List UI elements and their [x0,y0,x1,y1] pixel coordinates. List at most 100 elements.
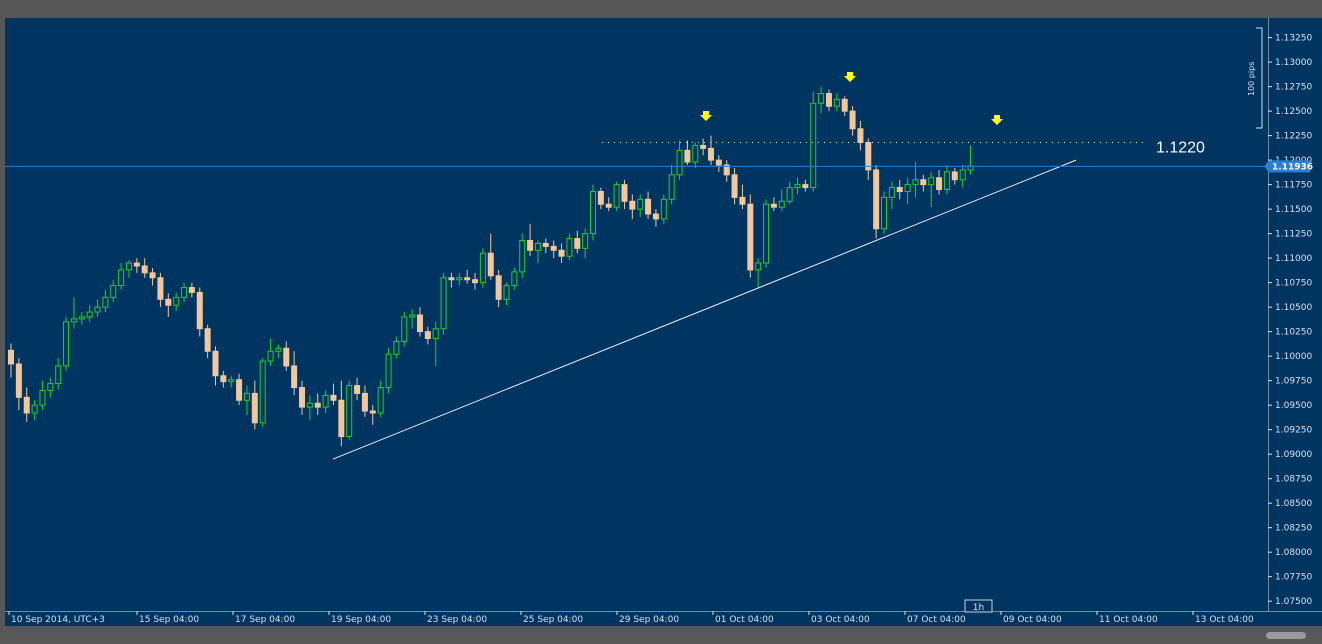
candle[interactable] [110,285,117,298]
candle[interactable] [904,184,911,192]
candle[interactable] [456,277,463,281]
candle[interactable] [542,242,549,247]
candle[interactable] [416,314,423,333]
candle[interactable] [338,399,345,438]
candle[interactable] [133,262,140,267]
candle[interactable] [118,269,125,287]
candle[interactable] [23,396,30,414]
candle[interactable] [165,298,172,306]
candle[interactable] [102,296,109,308]
candle[interactable] [283,347,290,367]
candle[interactable] [511,271,518,287]
candle[interactable] [440,277,447,330]
candle[interactable] [629,200,636,210]
candle[interactable] [78,316,85,320]
candle[interactable] [181,287,188,298]
candle[interactable] [8,349,14,365]
candle[interactable] [346,385,353,438]
candle[interactable] [943,171,950,191]
candle[interactable] [959,169,966,181]
candle[interactable] [385,353,392,389]
candle[interactable] [707,147,714,161]
price-axis[interactable] [1268,18,1322,611]
down-arrow-marker[interactable] [844,72,856,82]
candle[interactable] [763,203,770,264]
candle[interactable] [747,203,754,271]
candle[interactable] [401,316,408,342]
down-arrow-marker[interactable] [700,111,712,121]
candle[interactable] [597,190,604,205]
candle[interactable] [236,379,243,401]
candle[interactable] [243,392,250,401]
candle[interactable] [865,141,872,171]
candle[interactable] [94,306,101,313]
candle[interactable] [196,291,203,330]
candle[interactable] [47,383,54,391]
candle[interactable] [723,164,730,176]
candle[interactable] [660,198,667,220]
scroll-handle[interactable] [1266,632,1306,639]
candle[interactable] [31,404,38,414]
candle[interactable] [825,92,832,107]
candle[interactable] [322,394,329,408]
candle[interactable] [314,402,321,408]
candle[interactable] [912,179,919,186]
candle[interactable] [590,190,597,235]
candle[interactable] [409,314,416,318]
candle[interactable] [613,184,620,208]
down-arrow-marker[interactable] [991,115,1003,125]
candle[interactable] [259,360,266,424]
candle[interactable] [369,410,376,414]
candle[interactable] [212,350,219,377]
candle[interactable] [534,242,541,251]
candle[interactable] [802,184,809,189]
candle[interactable] [432,328,439,340]
candle[interactable] [377,387,384,414]
candle[interactable] [204,328,211,352]
candle[interactable] [15,363,22,398]
candle[interactable] [810,102,817,189]
candle[interactable] [574,238,581,249]
candle[interactable] [39,389,46,406]
candle[interactable] [70,318,77,323]
candle[interactable] [86,311,93,318]
candle[interactable] [920,179,927,186]
candle[interactable] [267,350,274,362]
candle[interactable] [692,144,699,163]
candle[interactable] [896,187,903,192]
candle[interactable] [299,387,306,408]
candle[interactable] [291,365,298,389]
candle[interactable] [605,203,612,208]
candle[interactable] [330,394,337,401]
candle[interactable] [566,238,573,257]
candle[interactable] [936,177,943,191]
candle[interactable] [220,375,227,383]
candle[interactable] [652,213,659,220]
candle[interactable] [448,277,455,281]
candle[interactable] [700,144,707,149]
candle[interactable] [495,275,502,300]
candle[interactable] [786,187,793,202]
candle[interactable] [472,279,479,284]
candle[interactable] [527,239,534,251]
candle[interactable] [668,174,675,200]
candle[interactable] [841,98,848,112]
candle[interactable] [582,233,589,249]
candle[interactable] [833,98,840,107]
candle[interactable] [645,198,652,215]
candle[interactable] [778,200,785,208]
candle[interactable] [684,149,691,163]
candle[interactable] [55,365,62,385]
candle[interactable] [637,198,644,210]
candle[interactable] [770,203,777,208]
candle[interactable] [873,169,880,230]
candle[interactable] [228,379,235,383]
candle[interactable] [393,340,400,355]
candle[interactable] [818,92,825,104]
timeframe-badge[interactable]: 1h [964,599,993,613]
candle[interactable] [519,239,526,273]
candle[interactable] [354,385,361,394]
candle[interactable] [676,149,683,176]
candle[interactable] [141,265,148,274]
candle[interactable] [550,245,557,251]
